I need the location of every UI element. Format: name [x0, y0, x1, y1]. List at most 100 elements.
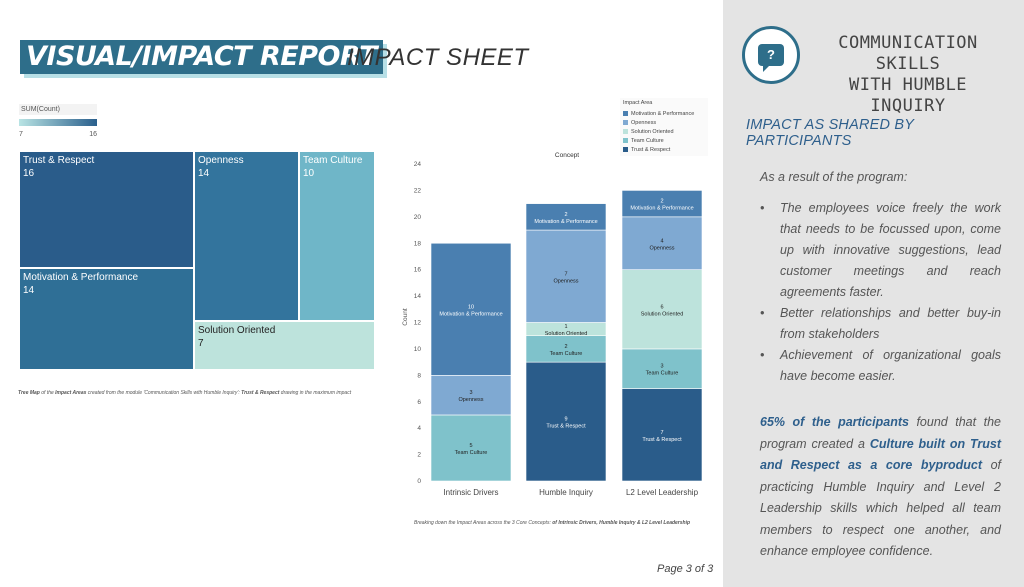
bar-value-label: 3 — [469, 390, 472, 396]
bar-series-label: Motivation & Performance — [439, 311, 502, 317]
bullet-text: Better relationships and better buy-in f… — [780, 306, 1001, 341]
list-item: • Achievement of organizational goals ha… — [760, 345, 1001, 387]
treemap-cell-value: 7 — [198, 338, 204, 349]
bar-series-label: Team Culture — [455, 450, 488, 456]
y-tick-label: 16 — [414, 267, 422, 274]
bar-value-label: 6 — [660, 304, 663, 310]
legend-swatch — [623, 138, 628, 143]
bar-segment — [525, 203, 607, 231]
y-tick-label: 8 — [417, 372, 421, 379]
module-heading-line1: COMMUNICATION SKILLS — [838, 33, 978, 74]
list-item: • The employees voice freely the work th… — [760, 198, 1001, 303]
bar-value-label: 10 — [468, 304, 474, 310]
bar-segment — [621, 190, 703, 218]
bar-series-label: Solution Oriented — [641, 311, 684, 317]
intro-text: As a result of the program: — [760, 170, 908, 184]
y-tick-label: 14 — [414, 293, 422, 300]
summary-emphasis: Culture built on Trust and Respect as a … — [760, 436, 1002, 473]
bullet-icon: • — [760, 306, 765, 320]
summary-text: found that the program created a — [760, 415, 1001, 451]
bar-series-label: Motivation & Performance — [630, 206, 693, 212]
legend-swatch — [623, 147, 628, 152]
bar-series-label: Trust & Respect — [546, 424, 586, 430]
y-tick-label: 2 — [417, 452, 421, 459]
treemap-cell-trust-respect: Trust & Respect 16 — [19, 151, 194, 268]
bar-series-label: Motivation & Performance — [534, 219, 597, 225]
x-category-label: Humble Inquiry — [539, 488, 593, 497]
treemap-cell-value: 14 — [198, 168, 210, 179]
bullet-icon: • — [760, 348, 765, 362]
caption-text: of the — [39, 390, 56, 396]
legend-item: Openness — [623, 118, 705, 127]
treemap-cell-value: 10 — [303, 168, 315, 179]
module-heading: COMMUNICATION SKILLS WITH HUMBLE INQUIRY — [812, 33, 1004, 117]
y-tick-label: 12 — [414, 320, 422, 327]
x-category-label: Intrinsic Drivers — [443, 488, 498, 497]
bar-value-label: 5 — [469, 443, 472, 449]
caption-text: drawing in the maximum impact — [279, 390, 352, 396]
summary-paragraph: 65% of the participants found that the p… — [760, 412, 1001, 563]
caption-text: Breaking down the Impact Areas across th… — [414, 520, 553, 526]
bullet-icon: • — [760, 201, 765, 215]
bar-segment — [525, 361, 607, 482]
bar-segment — [430, 375, 512, 416]
bar-value-label: 2 — [564, 212, 567, 218]
module-heading-line2: WITH HUMBLE INQUIRY — [848, 75, 968, 116]
question-mark-glyph: ? — [758, 44, 784, 72]
bar-chart-caption: Breaking down the Impact Areas across th… — [414, 520, 690, 526]
impact-treemap: Trust & Respect 16 Motivation & Performa… — [19, 151, 375, 370]
bar-value-label: 7 — [564, 271, 567, 277]
legend-label: Openness — [631, 119, 657, 126]
legend-item: Trust & Respect — [623, 145, 705, 154]
question-bubble-icon: ? — [742, 26, 800, 84]
legend-label: Solution Oriented — [631, 128, 674, 135]
y-tick-label: 18 — [414, 240, 422, 247]
y-tick-label: 6 — [417, 399, 421, 406]
y-tick-label: 24 — [414, 161, 422, 168]
chart-title: Concept — [555, 152, 579, 159]
bar-value-label: 2 — [660, 199, 663, 205]
bar-value-label: 3 — [660, 364, 663, 370]
y-tick-label: 20 — [414, 214, 422, 221]
bar-series-label: Openness — [553, 278, 578, 284]
right-panel — [723, 0, 1024, 587]
legend-title: Impact Area — [623, 100, 653, 106]
bar-series-label: Trust & Respect — [642, 437, 682, 443]
bar-series-label: Team Culture — [646, 371, 679, 377]
treemap-color-legend: SUM(Count) 7 16 — [19, 104, 97, 138]
treemap-legend-title: SUM(Count) — [19, 104, 97, 115]
treemap-cell-openness: Openness 14 — [194, 151, 299, 321]
bar-value-label: 9 — [564, 417, 567, 423]
treemap-legend-min: 7 — [19, 131, 23, 138]
y-axis-label: Count — [402, 308, 409, 326]
legend-swatch — [623, 129, 628, 134]
bar-segment — [430, 242, 512, 376]
caption-bold: Impact Areas — [55, 390, 87, 396]
treemap-cell-team-culture: Team Culture 10 — [299, 151, 375, 321]
treemap-cell-label: Trust & Respect — [23, 155, 95, 166]
treemap-legend-max: 16 — [89, 131, 97, 138]
legend-item: Solution Oriented — [623, 127, 705, 136]
x-category-label: L2 Level Leadership — [626, 488, 699, 497]
treemap-cell-label: Openness — [198, 155, 244, 166]
bar-segment — [525, 335, 607, 363]
legend-item: Team Culture — [623, 136, 705, 145]
list-item: • Better relationships and better buy-in… — [760, 303, 1001, 345]
impact-bullet-list: • The employees voice freely the work th… — [760, 198, 1001, 387]
report-subtitle: IMPACT SHEET — [347, 44, 529, 71]
bar-segment — [621, 348, 703, 389]
treemap-cell-value: 16 — [23, 168, 35, 179]
legend-label: Team Culture — [631, 137, 664, 144]
legend-label: Trust & Respect — [631, 146, 671, 153]
bar-segment — [525, 229, 607, 323]
treemap-cell-value: 14 — [23, 285, 35, 296]
y-tick-label: 10 — [414, 346, 422, 353]
treemap-cell-solution-oriented: Solution Oriented 7 — [194, 321, 375, 370]
caption-bold: Tree Map — [18, 390, 40, 396]
caption-text: created from the module 'Communication S… — [86, 390, 242, 396]
bar-series-label: Solution Oriented — [545, 331, 588, 337]
treemap-cell-label: Team Culture — [303, 155, 363, 166]
bar-segment — [430, 414, 512, 482]
caption-bold: of Intrinsic Drivers, Humble Inquiry & L… — [552, 520, 691, 526]
